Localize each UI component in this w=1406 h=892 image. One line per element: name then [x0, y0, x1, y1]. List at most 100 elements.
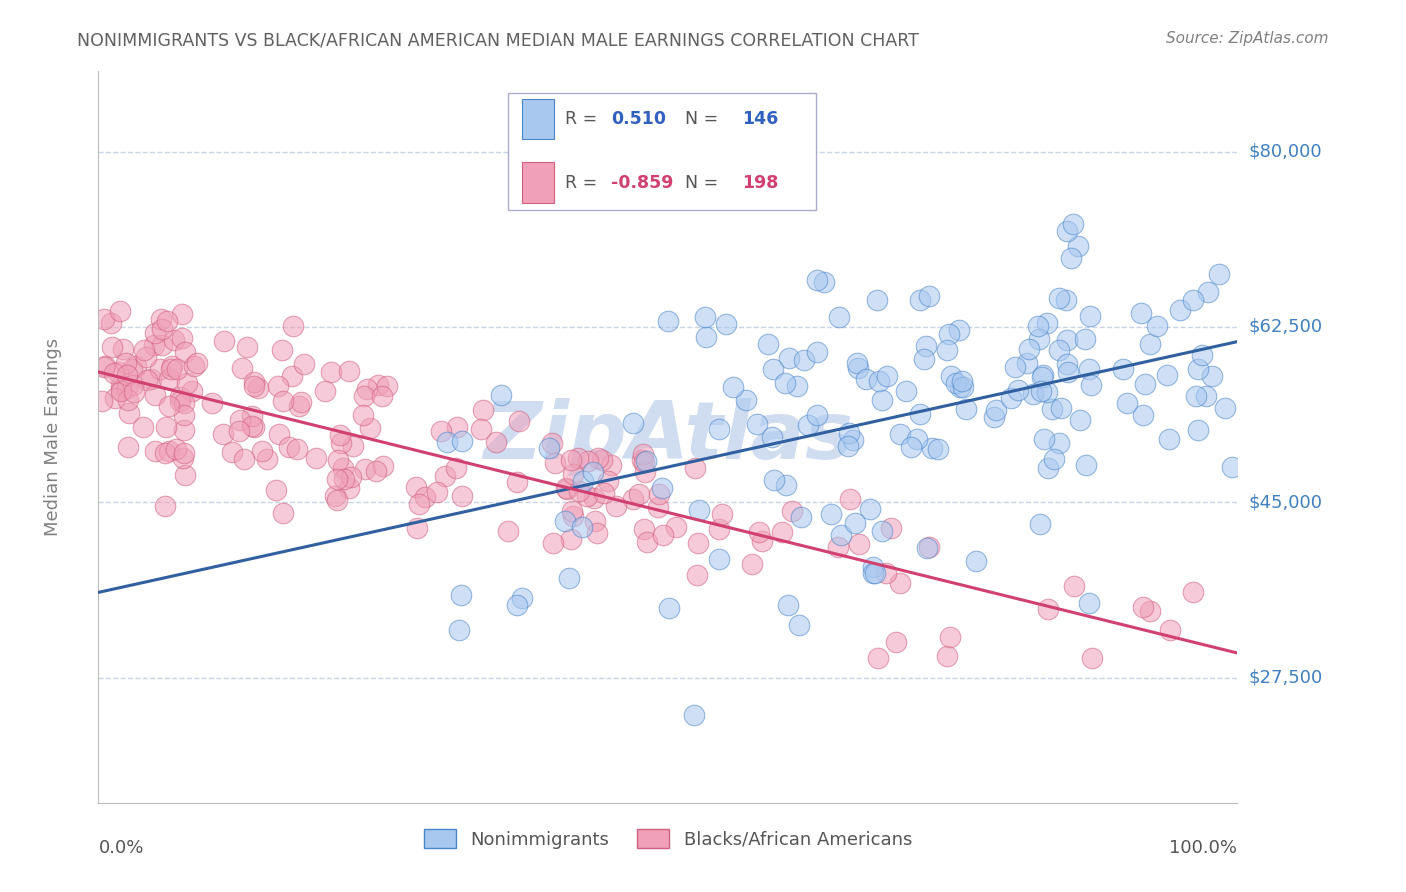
- Point: [450, 434, 472, 448]
- Point: [108, 303, 131, 318]
- Point: [889, 575, 911, 590]
- Point: [952, 380, 974, 394]
- Point: [450, 588, 472, 602]
- Point: [1050, 401, 1073, 415]
- Point: [111, 342, 134, 356]
- Point: [143, 326, 166, 341]
- Point: [651, 481, 673, 495]
- Point: [657, 314, 679, 328]
- Point: [232, 451, 254, 466]
- Point: [561, 504, 583, 518]
- Point: [707, 522, 730, 536]
- Point: [634, 465, 657, 479]
- Point: [683, 707, 706, 722]
- Point: [582, 491, 605, 505]
- Point: [880, 521, 903, 535]
- Point: [793, 352, 815, 367]
- Point: [631, 447, 654, 461]
- Text: 0.510: 0.510: [610, 110, 666, 128]
- Point: [104, 391, 127, 405]
- Point: [256, 452, 278, 467]
- Point: [870, 392, 893, 407]
- Point: [1047, 291, 1070, 305]
- Point: [927, 442, 949, 457]
- Point: [174, 468, 197, 483]
- Point: [837, 439, 859, 453]
- Point: [778, 351, 800, 366]
- Point: [1036, 316, 1059, 330]
- Point: [243, 420, 266, 434]
- Point: [921, 441, 943, 455]
- Point: [1201, 368, 1223, 383]
- Point: [540, 435, 562, 450]
- Point: [93, 312, 115, 326]
- Point: [908, 293, 931, 307]
- Point: [844, 516, 866, 530]
- Point: [375, 378, 398, 392]
- Point: [505, 475, 527, 490]
- Point: [100, 316, 122, 330]
- Point: [326, 493, 349, 508]
- Point: [827, 540, 849, 554]
- Point: [1187, 423, 1209, 437]
- Point: [846, 361, 869, 376]
- Point: [246, 381, 269, 395]
- Point: [160, 362, 183, 376]
- Point: [841, 433, 863, 447]
- Point: [157, 372, 180, 386]
- Point: [688, 503, 710, 517]
- Point: [1157, 432, 1180, 446]
- Point: [586, 526, 609, 541]
- Point: [905, 433, 928, 447]
- Point: [537, 441, 560, 455]
- Point: [756, 336, 779, 351]
- Point: [939, 368, 962, 383]
- Point: [337, 364, 360, 378]
- Point: [770, 525, 793, 540]
- Point: [149, 311, 172, 326]
- Point: [94, 359, 117, 373]
- Point: [1022, 387, 1045, 401]
- Point: [560, 532, 582, 546]
- Text: R =: R =: [565, 174, 603, 192]
- Point: [567, 450, 589, 465]
- Point: [1116, 396, 1139, 410]
- Text: $80,000: $80,000: [1249, 143, 1322, 161]
- Bar: [522, 162, 554, 202]
- Point: [183, 359, 205, 373]
- Point: [1078, 361, 1101, 376]
- Text: $27,500: $27,500: [1249, 668, 1323, 687]
- Point: [762, 473, 785, 487]
- Point: [173, 395, 195, 409]
- Point: [1146, 318, 1168, 333]
- Text: $62,500: $62,500: [1249, 318, 1323, 336]
- Point: [863, 566, 886, 581]
- Point: [149, 362, 172, 376]
- Point: [304, 450, 326, 465]
- Point: [143, 338, 166, 352]
- Point: [122, 385, 145, 400]
- Point: [695, 329, 717, 343]
- Point: [709, 422, 731, 436]
- Point: [658, 600, 681, 615]
- Point: [633, 455, 655, 469]
- Point: [271, 343, 294, 357]
- Point: [1139, 337, 1161, 351]
- Point: [240, 409, 263, 424]
- Point: [169, 390, 191, 404]
- Point: [150, 322, 173, 336]
- Point: [866, 650, 889, 665]
- Point: [683, 460, 706, 475]
- Point: [830, 527, 852, 541]
- Point: [321, 366, 343, 380]
- Point: [157, 443, 180, 458]
- Point: [496, 524, 519, 538]
- Point: [845, 355, 868, 369]
- Point: [862, 566, 884, 580]
- Point: [508, 414, 530, 428]
- Point: [848, 537, 870, 551]
- Point: [915, 339, 938, 353]
- Point: [571, 519, 593, 533]
- Point: [1038, 461, 1060, 475]
- Point: [115, 381, 138, 395]
